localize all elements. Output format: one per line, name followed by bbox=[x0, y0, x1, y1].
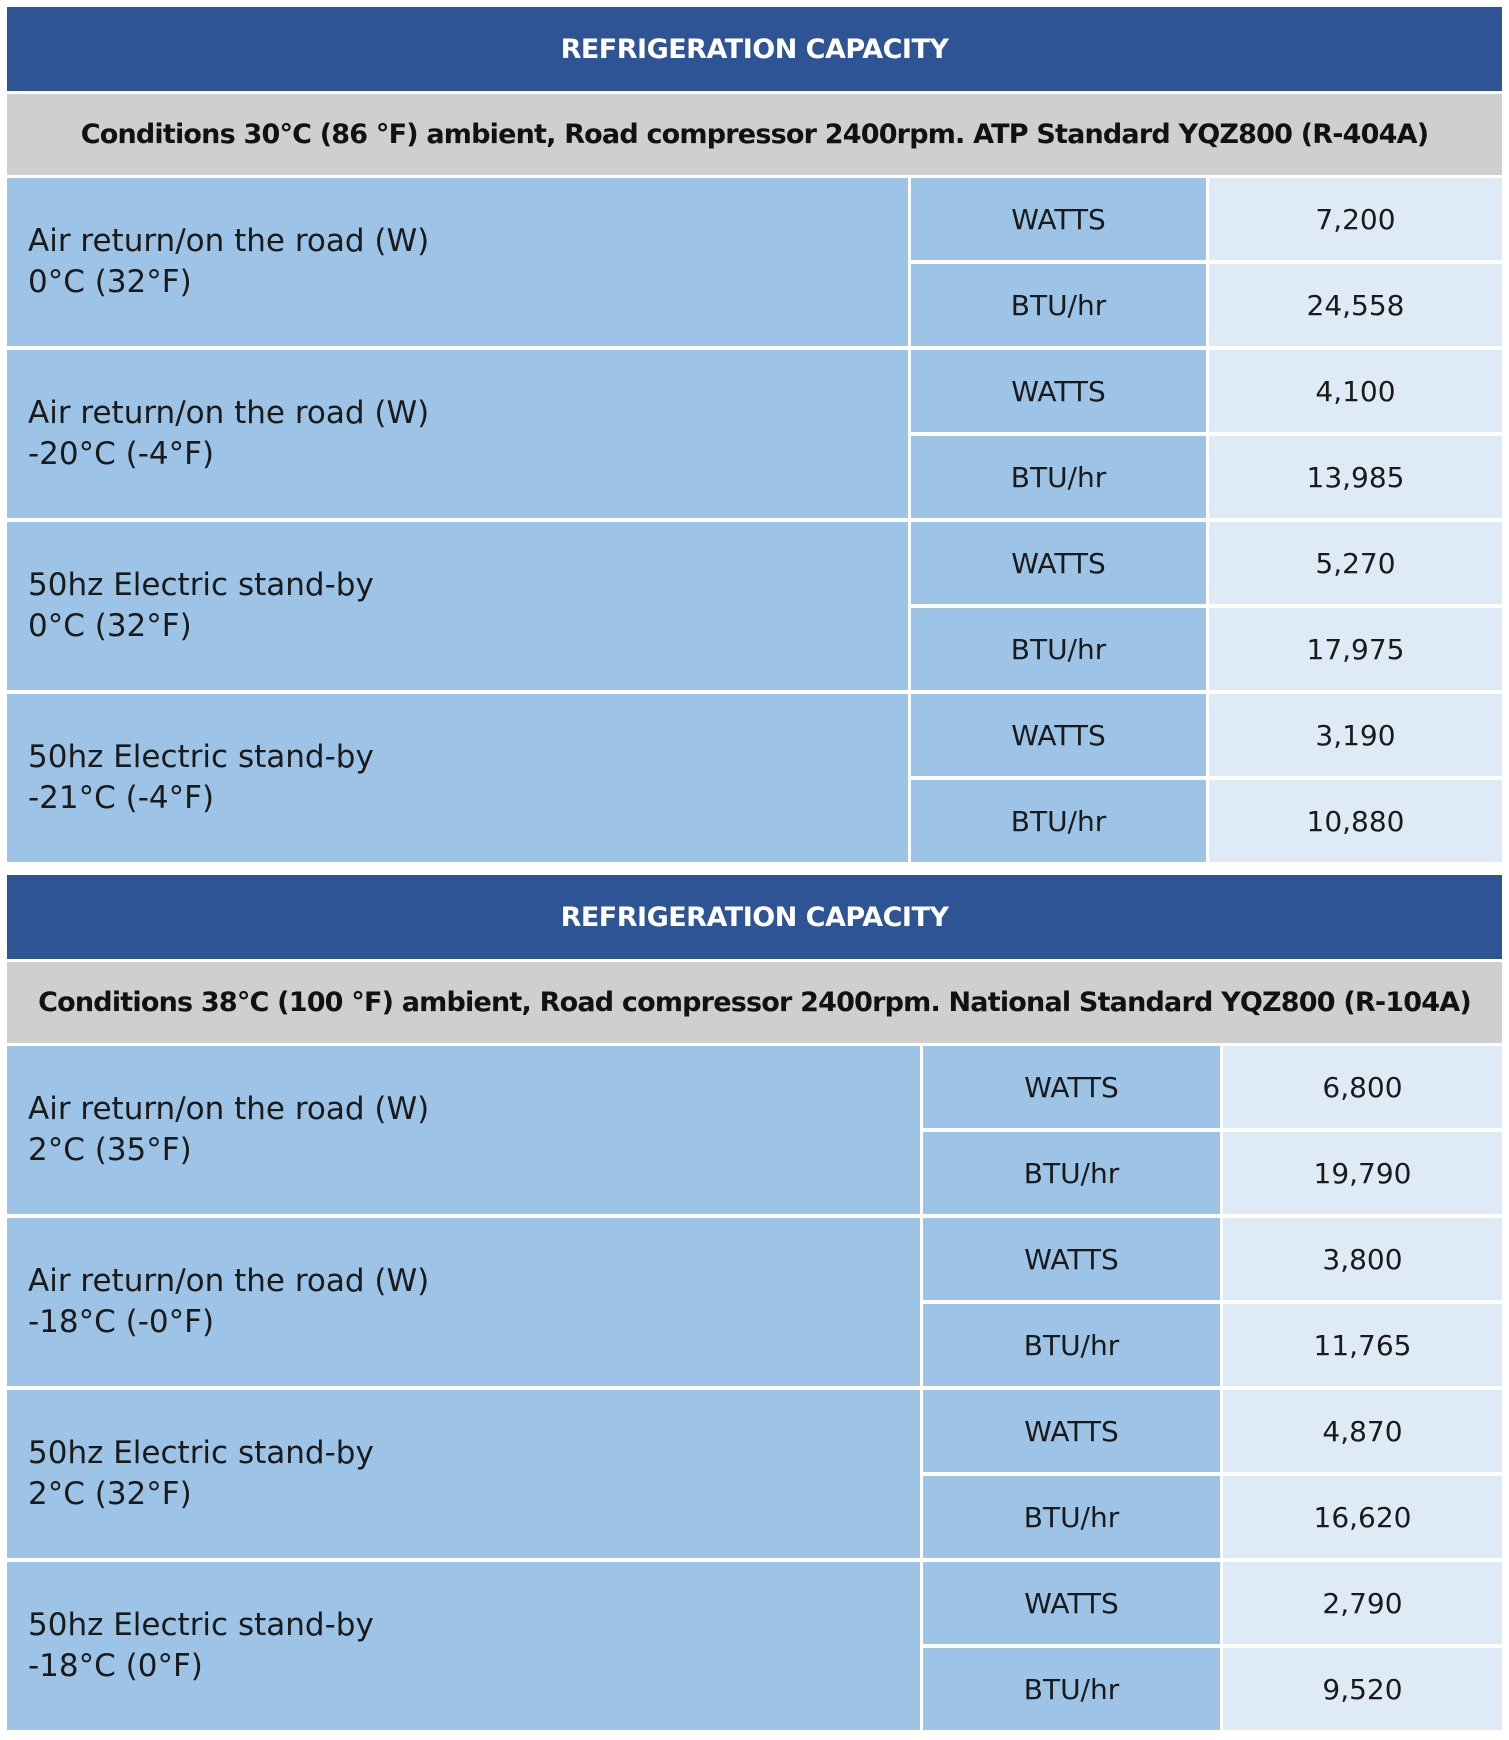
row-label-temperature: -21°C (-4°F) bbox=[28, 780, 215, 816]
conditions-header: Conditions 30°C (86 °F) ambient, Road co… bbox=[7, 94, 1502, 175]
value-watts: 3,800 bbox=[1223, 1218, 1502, 1300]
value-watts: 4,870 bbox=[1223, 1390, 1502, 1472]
table-title: REFRIGERATION CAPACITY bbox=[7, 7, 1502, 91]
value-btu: 10,880 bbox=[1209, 780, 1502, 862]
row-label-temperature: 0°C (32°F) bbox=[28, 608, 192, 644]
unit-watts: WATTS bbox=[923, 1390, 1220, 1472]
unit-btu: BTU/hr bbox=[911, 264, 1206, 346]
unit-btu: BTU/hr bbox=[911, 608, 1206, 690]
row-label: Air return/on the road (W) -18°C (-0°F) bbox=[7, 1218, 920, 1386]
table-row: 50hz Electric stand-by -21°C (-4°F) WATT… bbox=[7, 694, 1502, 862]
unit-watts: WATTS bbox=[911, 694, 1206, 776]
row-label-mode: 50hz Electric stand-by bbox=[28, 1435, 374, 1471]
row-label-mode: Air return/on the road (W) bbox=[28, 223, 430, 259]
table-row: Air return/on the road (W) 0°C (32°F) WA… bbox=[7, 178, 1502, 346]
row-label: Air return/on the road (W) 2°C (35°F) bbox=[7, 1046, 920, 1214]
row-label-temperature: 2°C (35°F) bbox=[28, 1132, 192, 1168]
table-row: Air return/on the road (W) -20°C (-4°F) … bbox=[7, 350, 1502, 518]
unit-watts: WATTS bbox=[911, 350, 1206, 432]
row-label: 50hz Electric stand-by -21°C (-4°F) bbox=[7, 694, 908, 862]
table-row: 50hz Electric stand-by -18°C (0°F) WATTS… bbox=[7, 1562, 1502, 1730]
row-label: 50hz Electric stand-by -18°C (0°F) bbox=[7, 1562, 920, 1730]
row-label-mode: 50hz Electric stand-by bbox=[28, 1607, 374, 1643]
value-btu: 13,985 bbox=[1209, 436, 1502, 518]
value-watts: 7,200 bbox=[1209, 178, 1502, 260]
unit-watts: WATTS bbox=[923, 1562, 1220, 1644]
row-label-temperature: 2°C (32°F) bbox=[28, 1476, 192, 1512]
capacity-table-1: REFRIGERATION CAPACITY Conditions 30°C (… bbox=[7, 7, 1502, 862]
unit-btu: BTU/hr bbox=[923, 1648, 1220, 1730]
value-btu: 24,558 bbox=[1209, 264, 1502, 346]
row-label-temperature: -20°C (-4°F) bbox=[28, 436, 215, 472]
row-label-mode: Air return/on the road (W) bbox=[28, 1263, 430, 1299]
value-watts: 3,190 bbox=[1209, 694, 1502, 776]
row-label-mode: 50hz Electric stand-by bbox=[28, 739, 374, 775]
table-row: Air return/on the road (W) 2°C (35°F) WA… bbox=[7, 1046, 1502, 1214]
unit-watts: WATTS bbox=[923, 1046, 1220, 1128]
value-watts: 4,100 bbox=[1209, 350, 1502, 432]
unit-watts: WATTS bbox=[911, 178, 1206, 260]
unit-btu: BTU/hr bbox=[911, 436, 1206, 518]
unit-btu: BTU/hr bbox=[923, 1304, 1220, 1386]
row-label: Air return/on the road (W) -20°C (-4°F) bbox=[7, 350, 908, 518]
row-label: 50hz Electric stand-by 0°C (32°F) bbox=[7, 522, 908, 690]
table-title: REFRIGERATION CAPACITY bbox=[7, 875, 1502, 959]
row-label: Air return/on the road (W) 0°C (32°F) bbox=[7, 178, 908, 346]
value-btu: 11,765 bbox=[1223, 1304, 1502, 1386]
unit-btu: BTU/hr bbox=[911, 780, 1206, 862]
table-row: Air return/on the road (W) -18°C (-0°F) … bbox=[7, 1218, 1502, 1386]
row-label-temperature: 0°C (32°F) bbox=[28, 264, 192, 300]
unit-btu: BTU/hr bbox=[923, 1476, 1220, 1558]
table-row: 50hz Electric stand-by 0°C (32°F) WATTS … bbox=[7, 522, 1502, 690]
row-label-mode: Air return/on the road (W) bbox=[28, 395, 430, 431]
value-watts: 6,800 bbox=[1223, 1046, 1502, 1128]
value-btu: 9,520 bbox=[1223, 1648, 1502, 1730]
unit-watts: WATTS bbox=[911, 522, 1206, 604]
value-watts: 2,790 bbox=[1223, 1562, 1502, 1644]
value-watts: 5,270 bbox=[1209, 522, 1502, 604]
row-label-temperature: -18°C (-0°F) bbox=[28, 1304, 215, 1340]
row-label-mode: 50hz Electric stand-by bbox=[28, 567, 374, 603]
value-btu: 17,975 bbox=[1209, 608, 1502, 690]
table-row: 50hz Electric stand-by 2°C (32°F) WATTS … bbox=[7, 1390, 1502, 1558]
capacity-table-2: REFRIGERATION CAPACITY Conditions 38°C (… bbox=[7, 875, 1502, 1730]
unit-btu: BTU/hr bbox=[923, 1132, 1220, 1214]
value-btu: 19,790 bbox=[1223, 1132, 1502, 1214]
row-label-mode: Air return/on the road (W) bbox=[28, 1091, 430, 1127]
unit-watts: WATTS bbox=[923, 1218, 1220, 1300]
value-btu: 16,620 bbox=[1223, 1476, 1502, 1558]
row-label-temperature: -18°C (0°F) bbox=[28, 1648, 203, 1684]
row-label: 50hz Electric stand-by 2°C (32°F) bbox=[7, 1390, 920, 1558]
conditions-header: Conditions 38°C (100 °F) ambient, Road c… bbox=[7, 962, 1502, 1043]
